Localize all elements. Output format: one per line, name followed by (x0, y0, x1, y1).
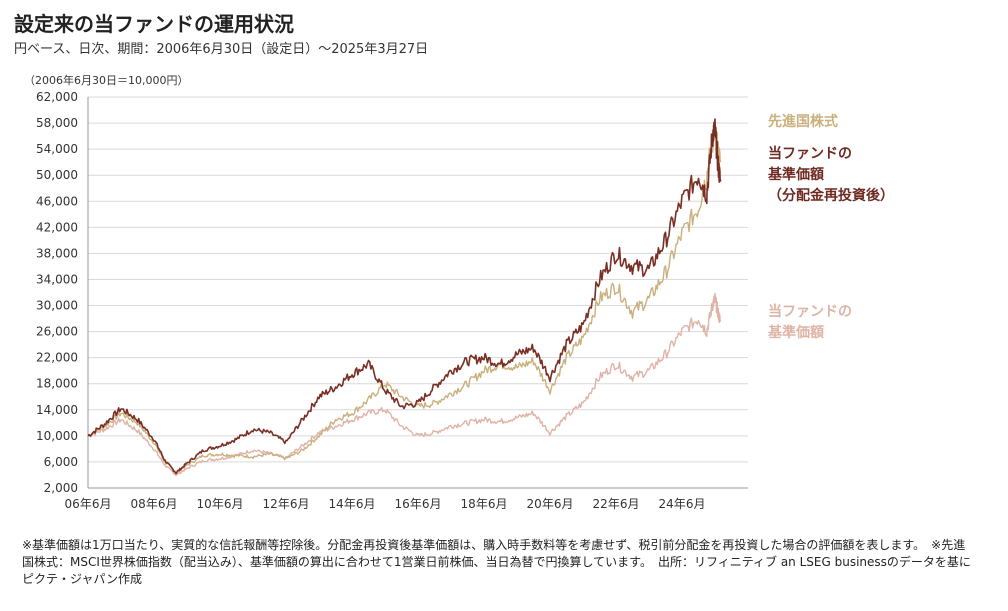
y-tick-label: 42,000 (36, 220, 78, 234)
y-tick-label: 18,000 (36, 377, 78, 391)
x-tick-label: 08年6月 (131, 497, 178, 511)
y-tick-label: 46,000 (36, 194, 78, 208)
x-tick-label: 20年6月 (527, 497, 574, 511)
legend-nav-line-2: 基準価額 (768, 325, 824, 341)
x-tick-label: 18年6月 (461, 497, 508, 511)
legend-index-label: 先進国株式 (768, 114, 838, 130)
legend-reinvested-line-1: 当ファンドの (768, 146, 852, 162)
legend-index: 先進国株式 (768, 112, 838, 133)
x-tick-label: 24年6月 (659, 497, 706, 511)
series-reinvested-line (87, 118, 722, 475)
y-tick-label: 14,000 (36, 403, 78, 417)
x-tick-labels: 06年6月 08年6月 10年6月 12年6月 14年6月 16年6月 18年6月 20年6月… (65, 497, 706, 511)
line-chart: 2,000 6,000 10,000 14,000 18,000 22,000 26,000… (36, 90, 748, 511)
y-tick-label: 54,000 (36, 142, 78, 156)
legend-reinvested: 当ファンドの 基準価額 （分配金再投資後） (768, 144, 894, 207)
legend-reinvested-line-2: 基準価額 (768, 167, 824, 183)
x-tick-label: 14年6月 (329, 497, 376, 511)
x-tick-label: 16年6月 (395, 497, 442, 511)
x-tick-label: 22年6月 (593, 497, 640, 511)
x-tick-label: 12年6月 (263, 497, 310, 511)
series-index-line (87, 121, 722, 473)
legend-nav-line-1: 当ファンドの (768, 304, 852, 320)
series-layer (87, 118, 722, 477)
y-tick-labels: 2,000 6,000 10,000 14,000 18,000 22,000 26,000… (36, 90, 78, 495)
page-title: 設定来の当ファンドの運用状況 (14, 12, 294, 36)
y-tick-label: 22,000 (36, 351, 78, 365)
x-tick-label: 06年6月 (65, 497, 112, 511)
y-tick-label: 38,000 (36, 246, 78, 260)
footnote: ※基準価額は1万口当たり、実質的な信託報酬等控除後。分配金再投資後基準価額は、購… (22, 538, 971, 586)
unit-label: （2006年6月30日＝10,000円） (24, 74, 189, 87)
y-tick-label: 26,000 (36, 325, 78, 339)
y-tick-label: 2,000 (44, 481, 78, 495)
y-tick-label: 50,000 (36, 168, 78, 182)
page-subtitle: 円ベース、日次、期間：2006年6月30日（設定日）～2025年3月27日 (14, 42, 429, 57)
legend-reinvested-line-3: （分配金再投資後） (768, 188, 894, 204)
y-tick-label: 10,000 (36, 429, 78, 443)
y-tick-label: 62,000 (36, 90, 78, 104)
y-tick-label: 58,000 (36, 116, 78, 130)
x-tick-label: 10年6月 (197, 497, 244, 511)
y-tick-label: 34,000 (36, 272, 78, 286)
series-nav-line (87, 292, 722, 477)
y-tick-label: 30,000 (36, 299, 78, 313)
y-tick-label: 6,000 (44, 455, 78, 469)
legend-nav: 当ファンドの 基準価額 (768, 302, 852, 344)
grid-layer (87, 96, 748, 489)
